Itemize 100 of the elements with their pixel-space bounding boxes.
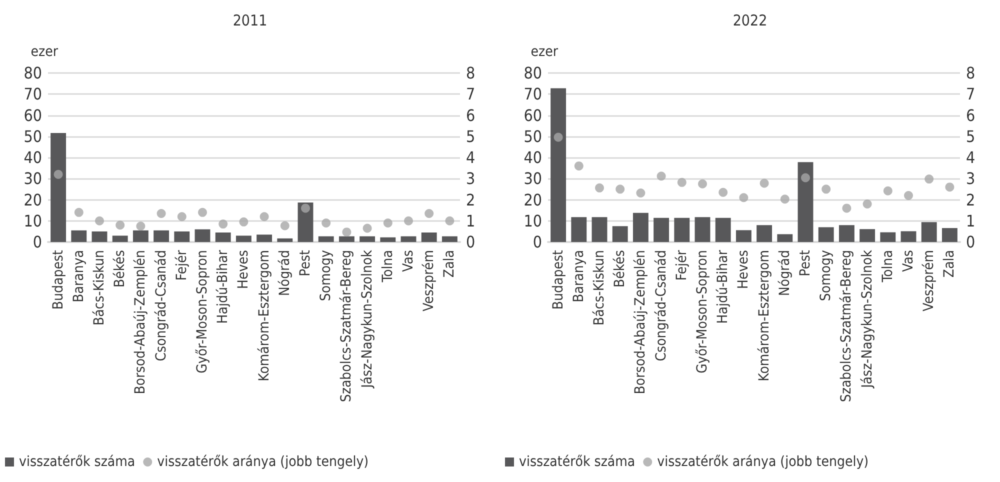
x-tick-label: Pest <box>798 250 814 276</box>
point <box>404 216 413 226</box>
x-tick-label: Hajdú-Bihar <box>715 249 732 324</box>
bar <box>421 232 437 242</box>
point <box>616 184 625 194</box>
legend-label: visszatérők száma <box>519 454 636 470</box>
x-tick-label: Vas <box>900 250 916 272</box>
bar <box>674 218 690 242</box>
bar <box>256 234 272 242</box>
point <box>280 221 290 230</box>
y-tick-label: 30 <box>524 169 542 188</box>
point <box>842 204 852 213</box>
bar <box>880 232 896 242</box>
point <box>822 184 831 194</box>
chart-title: 2022 <box>732 12 768 30</box>
x-tick-label: Borsod-Abaúj-Zemplén <box>132 250 149 394</box>
bar <box>860 229 876 242</box>
x-tick-label: Zala <box>942 250 958 278</box>
point <box>924 174 934 184</box>
bar <box>442 236 458 242</box>
y-tick-label: 80 <box>24 64 42 82</box>
x-tick-label: Borsod-Abaúj-Zemplén <box>632 250 649 394</box>
bar <box>942 228 958 242</box>
x-tick-label: Szabolcs-Szatmár-Bereg <box>338 250 355 402</box>
bar <box>550 88 566 242</box>
point <box>198 208 207 217</box>
y2-tick-label: 4 <box>466 148 476 167</box>
point <box>636 188 646 198</box>
legend-label: visszatérők aránya (jobb tengely) <box>657 454 869 470</box>
x-tick-label: Szabolcs-Szatmár-Bereg <box>838 250 855 402</box>
bar <box>112 236 128 242</box>
x-tick-label: Győr-Moson-Sopron <box>694 250 710 374</box>
point <box>362 224 372 233</box>
bar <box>318 236 334 242</box>
y-tick-label: 20 <box>24 190 42 210</box>
x-tick-label: Békés <box>112 250 128 288</box>
bar <box>900 231 916 242</box>
bar <box>174 231 190 242</box>
point <box>883 186 892 196</box>
bar <box>612 226 628 242</box>
bar <box>71 230 87 242</box>
bar <box>798 162 814 242</box>
point <box>739 193 748 202</box>
point <box>445 216 454 226</box>
bar <box>132 230 148 242</box>
x-tick-label: Heves <box>236 250 252 289</box>
point <box>177 212 186 222</box>
bar <box>92 231 108 242</box>
y-tick-label: 10 <box>24 211 42 230</box>
point <box>260 212 269 222</box>
y-tick-label: 40 <box>24 148 42 167</box>
bar <box>838 225 854 242</box>
x-tick-label: Nógrád <box>776 250 793 296</box>
bar <box>154 230 170 242</box>
x-tick-label: Veszprém <box>421 250 438 312</box>
bar <box>338 236 354 242</box>
bar <box>360 236 376 242</box>
bar <box>777 234 793 242</box>
y2-tick-label: 6 <box>466 106 476 125</box>
bar <box>736 230 752 242</box>
y-tick-label: 50 <box>524 126 542 146</box>
y2-tick-label: 2 <box>466 190 476 210</box>
y-tick-label: 40 <box>524 148 542 167</box>
point <box>239 217 248 226</box>
bar <box>50 132 66 242</box>
y2-tick-label: 5 <box>966 126 976 146</box>
x-tick-label: Baranya <box>70 250 87 302</box>
y-axis-title: ezer <box>30 44 59 60</box>
x-tick-label: Somogy <box>818 249 834 302</box>
point <box>95 216 104 226</box>
bar <box>277 238 293 242</box>
y-axis-title: ezer <box>530 44 559 60</box>
bar <box>236 236 252 242</box>
point <box>718 188 728 197</box>
bar <box>694 217 710 242</box>
x-tick-label: Somogy <box>318 249 334 302</box>
y2-tick-label: 3 <box>466 169 476 188</box>
point <box>904 191 913 200</box>
x-tick-label: Győr-Moson-Sopron <box>194 250 210 374</box>
y2-tick-label: 6 <box>966 106 976 125</box>
point <box>136 222 146 231</box>
x-tick-label: Komárom-Esztergom <box>256 250 272 382</box>
y2-tick-label: 2 <box>966 190 976 210</box>
y-tick-label: 0 <box>532 232 542 252</box>
y-tick-label: 30 <box>24 169 42 188</box>
point <box>780 194 790 204</box>
point <box>218 220 228 229</box>
x-tick-label: Hajdú-Bihar <box>215 249 232 324</box>
point <box>595 183 604 192</box>
y-tick-label: 70 <box>24 84 42 104</box>
bar <box>921 222 937 242</box>
x-tick-label: Csongrád-Csanád <box>653 250 670 362</box>
point <box>945 182 954 192</box>
point <box>862 199 872 208</box>
x-tick-label: Bács-Kiskun <box>592 250 608 326</box>
point <box>801 173 810 182</box>
y2-tick-label: 0 <box>966 232 976 252</box>
x-tick-label: Pest <box>298 250 314 276</box>
bar <box>400 236 416 242</box>
y-tick-label: 20 <box>524 190 542 210</box>
